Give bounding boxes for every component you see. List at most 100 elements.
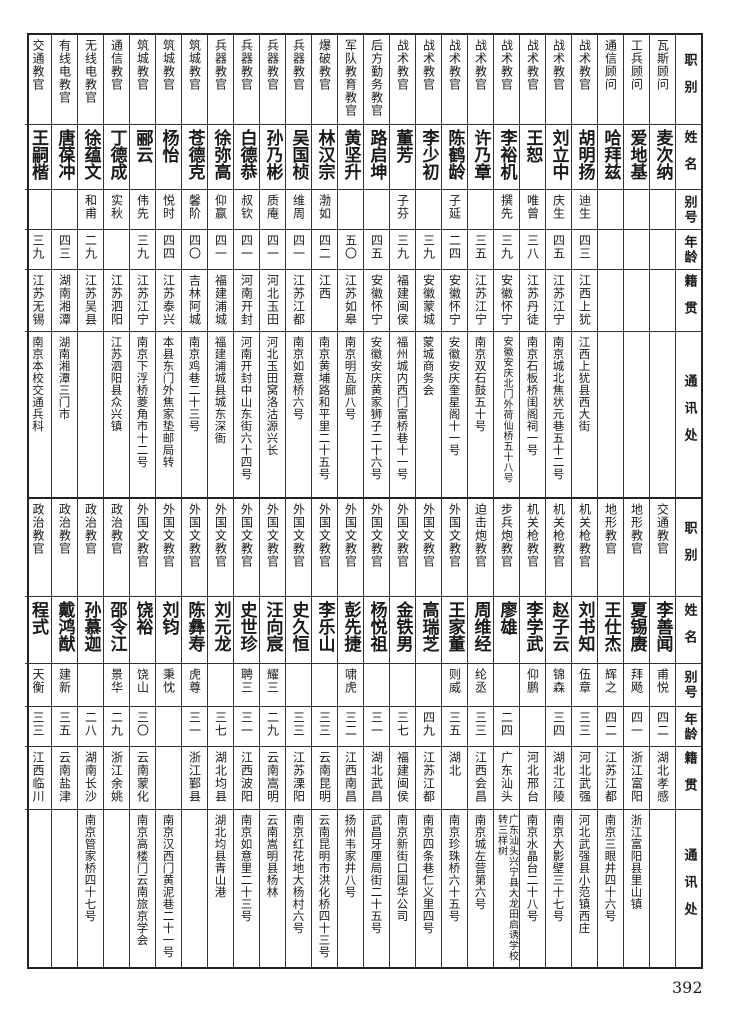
age-cell: 四二 [598, 707, 623, 747]
title-cell: 战术教官 [468, 35, 493, 125]
native-text: 江苏江都 [421, 751, 436, 803]
roster-record: 外国文教官 汪向宸 耀三 二九 云南嵩明 云南嵩明县杨林 [259, 499, 285, 967]
title-cell: 兵器教官 [286, 35, 311, 125]
header-label: 年龄 [681, 234, 697, 265]
native-text: 安徽怀宁 [499, 274, 514, 326]
address-cell: 南京明瓦廊八号 [338, 332, 363, 497]
title-text: 战术教官 [499, 39, 514, 91]
age-cell: 三三 [286, 707, 311, 747]
title-cell: 地形教官 [624, 499, 649, 597]
alias-cell [416, 664, 441, 707]
name-text: 金铁男 [392, 601, 413, 652]
title-cell: 机关枪教官 [572, 499, 597, 597]
name-cell: 唐葆冲 [52, 125, 77, 190]
roster-record: 机关枪教官 刘书知 伍章 三三 河北武强 河北武强县小范镇西庄 [571, 499, 597, 967]
roster-record: 外国文教官 饶裕 饶山 三〇 云南蒙化 南京高楼门云南旅京学会 [129, 499, 155, 967]
alias-cell [208, 664, 233, 707]
alias-cell [52, 190, 77, 230]
name-text: 廖雄 [496, 601, 517, 635]
native-text: 福建闽侯 [395, 274, 410, 326]
age-cell: 二四 [442, 230, 467, 270]
alias-text: 实秋 [109, 194, 124, 220]
address-cell: 蒙城商务会 [416, 332, 441, 497]
title-cell: 无线电教官 [78, 35, 103, 125]
address-cell: 湖南湘潭三门市 [52, 332, 77, 497]
age-text: 四一 [291, 234, 306, 260]
alias-cell [390, 664, 415, 707]
age-text: 二八 [83, 711, 98, 737]
address-cell [182, 810, 207, 967]
name-cell: 赵子云 [546, 597, 571, 664]
alias-cell: 啸虎 [338, 664, 363, 707]
native-cell: 浙江鄞县 [182, 747, 207, 810]
native-cell: 浙江富阳 [624, 747, 649, 810]
title-text: 外国文教官 [239, 503, 254, 568]
roster-record: 通信顾问 哈拜兹 [597, 35, 623, 497]
title-text: 迫击炮教官 [473, 503, 488, 568]
age-text: 四〇 [187, 234, 202, 260]
address-cell [650, 332, 675, 497]
name-cell: 哈拜兹 [598, 125, 623, 190]
alias-cell [312, 664, 337, 707]
age-text: 二九 [265, 711, 280, 737]
name-text: 孙慕迦 [80, 601, 101, 652]
address-text: 南京大影壁三十七号 [551, 814, 566, 922]
name-cell: 金铁男 [390, 597, 415, 664]
roster-record: 军队教育教官 黄坚升 五〇 江苏如皋 南京明瓦廊八号 [337, 35, 363, 497]
name-cell: 李乐山 [312, 597, 337, 664]
roster-record: 战术教官 陈鹤龄 子延 二四 安徽怀宁 安徽安庆奎星阁十一号 [441, 35, 467, 497]
roster-record: 交通教官 王嗣楷 三九 江苏无锡 南京本校交通兵科 [25, 35, 51, 497]
address-cell: 南京城北焦状元巷五十二号 [546, 332, 571, 497]
age-cell: 三九 [390, 230, 415, 270]
roster-record: 筑城教官 杨怡 悦时 四四 江苏泰兴 本县东门外焦家垫邮局转 [155, 35, 181, 497]
native-text: 河南开封 [239, 274, 254, 326]
age-cell [598, 230, 623, 270]
native-cell: 江苏泰兴 [156, 270, 181, 332]
name-cell: 程式 [25, 597, 51, 664]
title-text: 交通教官 [31, 39, 45, 91]
native-cell: 安徽怀宁 [494, 270, 519, 332]
name-text: 麦次纳 [652, 129, 673, 180]
roster-record: 战术教官 王恕 唯曾 三八 江苏丹徒 南京石板桥闺阁祠一号 [519, 35, 545, 497]
title-text: 外国文教官 [265, 503, 280, 568]
address-text: 扬州韦家井八号 [343, 814, 358, 898]
native-text: 江苏如皋 [343, 274, 358, 326]
age-cell: 二八 [78, 707, 103, 747]
alias-cell: 质庵 [260, 190, 285, 230]
name-text: 王嗣楷 [28, 129, 48, 180]
title-cell: 外国文教官 [442, 499, 467, 597]
name-text: 杨悦祖 [366, 601, 387, 652]
address-text: 南京新街口国华公司 [395, 814, 410, 922]
name-cell: 饶裕 [130, 597, 155, 664]
name-cell: 彭先捷 [338, 597, 363, 664]
address-cell: 南京三眼井四十六号 [598, 810, 623, 967]
alias-cell: 甫悦 [650, 664, 675, 707]
title-text: 外国文教官 [369, 503, 384, 568]
address-text: 南京黄埔路和平里二十五号 [317, 336, 332, 480]
title-text: 机关枪教官 [525, 503, 540, 568]
address-cell: 江苏泗阳县众兴镇 [104, 332, 129, 497]
title-cell: 机关枪教官 [520, 499, 545, 597]
age-cell: 三五 [52, 707, 77, 747]
name-text: 胡明扬 [574, 129, 595, 180]
native-text: 安徽怀宁 [369, 274, 384, 326]
name-text: 爱地基 [626, 129, 647, 180]
roster-record: 步兵炮教官 廖雄 二四 广东汕头 广东汕头兴宁县大龙田启诱学校转三样树 [493, 499, 519, 967]
name-cell: 王恕 [520, 125, 545, 190]
native-cell: 江西 [312, 270, 337, 332]
name-text: 李学武 [522, 601, 543, 652]
alias-cell: 迪生 [572, 190, 597, 230]
age-text: 四二 [317, 234, 332, 260]
native-cell: 湖北 [442, 747, 467, 810]
alias-cell [468, 190, 493, 230]
address-cell: 河北玉田窝洛沽源兴长 [260, 332, 285, 497]
alias-cell: 唯曾 [520, 190, 545, 230]
age-text: 二四 [447, 234, 462, 260]
native-text: 河北玉田 [265, 274, 280, 326]
name-text: 黄坚升 [340, 129, 361, 180]
address-cell: 福州城内西门富桥巷十一号 [390, 332, 415, 497]
roster-record: 外国文教官 高瑞芝 四九 江苏江都 南京四条巷仁义里四号 [415, 499, 441, 967]
address-text: 本县东门外焦家垫邮局转 [161, 336, 176, 468]
native-cell: 安徽怀宁 [442, 270, 467, 332]
address-text: 南京四条巷仁义里四号 [421, 814, 436, 934]
